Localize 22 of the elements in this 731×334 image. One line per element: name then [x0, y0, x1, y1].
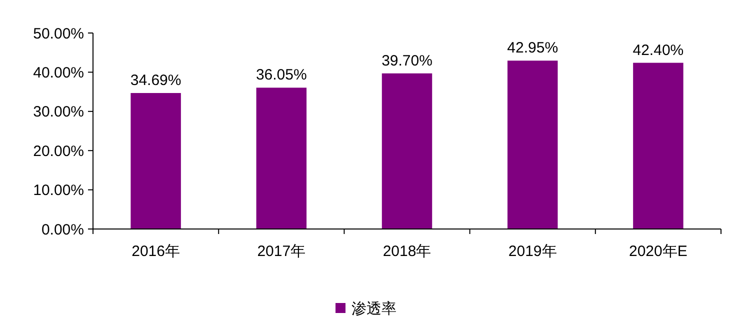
- y-tick-label: 30.00%: [33, 104, 84, 121]
- bar: [507, 60, 558, 229]
- y-tick-label: 40.00%: [33, 64, 84, 82]
- x-tick-label: 2017年: [257, 243, 306, 260]
- y-tick-label: 50.00%: [33, 25, 84, 42]
- x-tick-label: 2019年: [508, 243, 557, 260]
- data-label: 39.70%: [382, 52, 432, 70]
- y-tick-label: 10.00%: [33, 182, 84, 200]
- bar: [382, 73, 432, 229]
- data-label: 34.69%: [130, 72, 182, 90]
- y-tick-label: 0.00%: [41, 221, 84, 238]
- data-label: 42.40%: [632, 42, 684, 59]
- x-tick-label: 2018年: [382, 243, 432, 260]
- x-tick-label: 2020年E: [629, 243, 688, 260]
- bar: [633, 62, 684, 229]
- data-label: 42.95%: [507, 40, 558, 57]
- legend-label: 渗透率: [352, 300, 396, 318]
- x-tick-label: 2016年: [132, 243, 180, 260]
- data-label: 36.05%: [256, 66, 307, 84]
- y-tick-label: 20.00%: [33, 142, 84, 160]
- bar: [256, 88, 307, 229]
- bar: [130, 93, 181, 229]
